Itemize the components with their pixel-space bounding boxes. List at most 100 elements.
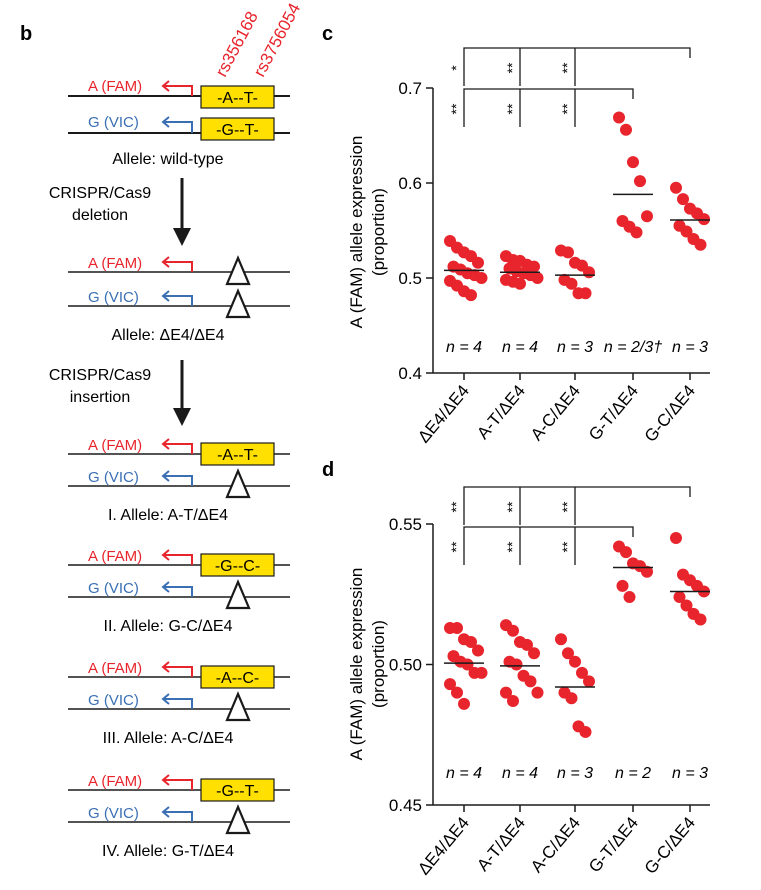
x-tick-label: ΔE4/ΔE4 bbox=[414, 813, 473, 878]
fam-promoter-arrow bbox=[164, 443, 193, 454]
data-point bbox=[521, 638, 533, 651]
y-axis-label: A (FAM) allele expression bbox=[347, 568, 366, 761]
fam-label: A (FAM) bbox=[88, 773, 142, 790]
data-point bbox=[555, 633, 567, 646]
delta-symbol bbox=[225, 804, 251, 835]
data-point bbox=[465, 636, 477, 649]
data-point bbox=[500, 686, 512, 699]
n-label: n = 3 bbox=[672, 339, 708, 356]
sig-bracket-top bbox=[463, 486, 691, 525]
data-point bbox=[514, 277, 526, 290]
data-point bbox=[565, 277, 578, 290]
y-axis-label: A (FAM) allele expression bbox=[347, 136, 366, 329]
wt-vic-label: G (VIC) bbox=[88, 114, 139, 131]
n-label: n = 4 bbox=[502, 339, 538, 356]
allele-inserted-3: -A--C- A (FAM) G (VIC) III. Allele: A-C/ΔE4 bbox=[68, 660, 290, 747]
data-point bbox=[620, 546, 632, 559]
inserted-alleles: -A--T- A (FAM) G (VIC) I. Allele: A-T/ΔE4 -G… bbox=[68, 437, 290, 860]
panel-d-label: d bbox=[322, 459, 334, 481]
data-point bbox=[507, 695, 519, 708]
sig-marker: ** bbox=[504, 103, 520, 114]
data-point bbox=[565, 692, 578, 705]
chart-c: 0.4 0.5 0.6 0.7 A (FAM) allele expression (pr… bbox=[347, 47, 710, 446]
data-point bbox=[451, 686, 463, 699]
y-tick-label: 0.5 bbox=[398, 269, 422, 288]
wt-bot-box bbox=[200, 117, 275, 141]
step1-line1: CRISPR/Cas9 bbox=[49, 185, 151, 202]
allele-inserted-4: -G--T- A (FAM) G (VIC) IV. Allele: G-T/ΔE4 bbox=[68, 773, 290, 860]
vic-label: G (VIC) bbox=[88, 805, 139, 822]
data-point bbox=[531, 686, 544, 699]
sig-marker: ** bbox=[504, 62, 520, 73]
data-point bbox=[680, 225, 693, 238]
data-point bbox=[458, 697, 470, 710]
data-point bbox=[475, 272, 488, 284]
y-tick-label: 0.55 bbox=[389, 515, 422, 534]
y-axis-label-line2: (proportion) bbox=[369, 620, 388, 708]
insert-box bbox=[200, 442, 275, 466]
n-label: n = 4 bbox=[446, 339, 482, 356]
insert-box bbox=[200, 778, 275, 802]
data-point bbox=[641, 565, 653, 578]
sig-marker: ** bbox=[504, 501, 520, 512]
allele-label: II. Allele: G-C/ΔE4 bbox=[104, 618, 233, 635]
step2-line2: insertion bbox=[70, 389, 130, 406]
data-point bbox=[562, 647, 574, 660]
data-point bbox=[616, 579, 629, 592]
wt-top-box bbox=[200, 85, 275, 109]
data-point bbox=[528, 647, 540, 660]
data-point bbox=[634, 175, 646, 188]
y-tick-label: 0.7 bbox=[398, 79, 422, 98]
fam-promoter-arrow bbox=[164, 554, 193, 565]
wt-fam-label: A (FAM) bbox=[88, 78, 142, 95]
y-axis-label-line2: (proportion) bbox=[369, 188, 388, 276]
data-point bbox=[694, 613, 707, 626]
data-point bbox=[465, 289, 477, 302]
del-vic-label: G (VIC) bbox=[88, 289, 139, 306]
allele-label: I. Allele: A-T/ΔE4 bbox=[108, 507, 228, 524]
sig-marker: ** bbox=[559, 541, 575, 552]
allele-wildtype: -A--T- -G--T- A (FAM) G (VIC) Allele: wi… bbox=[68, 78, 290, 168]
allele-label: III. Allele: A-C/ΔE4 bbox=[103, 730, 234, 747]
x-tick-label: ΔE4/ΔE4 bbox=[414, 381, 473, 446]
data-point bbox=[472, 256, 484, 269]
snp2-label: rs3756054 bbox=[250, 0, 304, 80]
n-label: n = 2 bbox=[615, 765, 651, 782]
data-point bbox=[680, 599, 693, 612]
y-tick-label: 0.4 bbox=[398, 364, 422, 383]
x-tick-label: G-C/ΔE4 bbox=[641, 813, 699, 877]
sig-marker: ** bbox=[448, 501, 464, 512]
sig-marker: * bbox=[448, 65, 464, 71]
fam-promoter-arrow bbox=[164, 666, 193, 677]
y-tick-label: 0.45 bbox=[389, 796, 422, 815]
x-tick-label: A-T/ΔE4 bbox=[473, 813, 529, 874]
vic-promoter-arrow bbox=[164, 811, 193, 822]
sig-marker: ** bbox=[448, 103, 464, 114]
data-point bbox=[583, 675, 595, 688]
data-point bbox=[620, 123, 632, 136]
sig-marker: ** bbox=[504, 541, 520, 552]
vic-promoter-arrow bbox=[164, 475, 193, 486]
y-tick-label: 0.6 bbox=[398, 174, 422, 193]
data-point bbox=[673, 591, 686, 604]
data-point bbox=[630, 226, 643, 239]
vic-promoter-arrow bbox=[164, 586, 193, 597]
allele-inserted-1: -A--T- A (FAM) G (VIC) I. Allele: A-T/ΔE4 bbox=[68, 437, 290, 524]
fam-promoter-arrow bbox=[164, 779, 193, 790]
data-point bbox=[507, 624, 519, 637]
delta-symbol bbox=[225, 691, 251, 722]
x-tick-label: G-T/ΔE4 bbox=[585, 813, 642, 876]
data-point bbox=[562, 246, 574, 259]
data-point bbox=[510, 658, 523, 671]
fam-label: A (FAM) bbox=[88, 660, 142, 677]
data-point bbox=[641, 210, 653, 223]
allele-label: IV. Allele: G-T/ΔE4 bbox=[102, 843, 234, 860]
wt-allele-label: Allele: wild-type bbox=[112, 151, 223, 168]
insert-box bbox=[200, 553, 275, 577]
vic-label: G (VIC) bbox=[88, 469, 139, 486]
insert-box-text: -G--C- bbox=[215, 558, 260, 575]
del-allele-label: Allele: ΔE4/ΔE4 bbox=[112, 327, 225, 344]
n-label: n = 4 bbox=[502, 765, 538, 782]
delta-symbol-top bbox=[225, 255, 251, 286]
